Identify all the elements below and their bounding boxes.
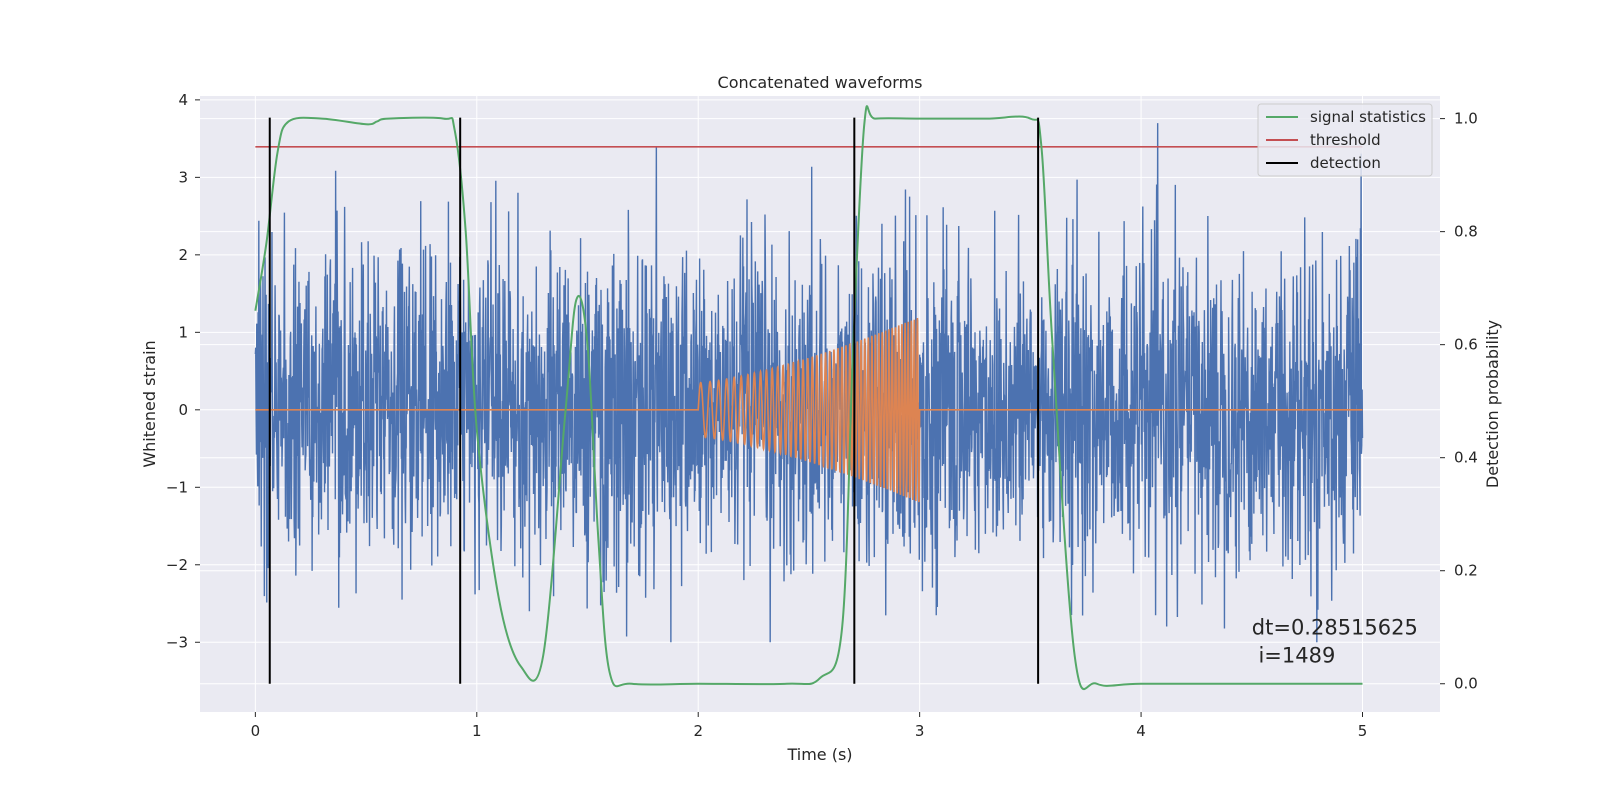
legend-label-signal-statistics: signal statistics (1310, 108, 1426, 126)
x-tick-label: 3 (915, 722, 925, 740)
legend-label-detection: detection (1310, 154, 1381, 172)
y-tick-label-right: 1.0 (1454, 110, 1478, 128)
x-tick-label: 0 (251, 722, 261, 740)
chart-title: Concatenated waveforms (718, 73, 923, 92)
legend: signal statistics threshold detection (1257, 103, 1433, 177)
y-axis-label-left: Whitened strain (140, 340, 159, 467)
x-tick-label: 1 (472, 722, 482, 740)
x-tick-label: 4 (1136, 722, 1146, 740)
y-tick-label-right: 0.8 (1454, 223, 1478, 241)
series-injected-waveform (255, 317, 1363, 503)
y-axis-label-right: Detection probability (1483, 320, 1502, 488)
y-tick-label-right: 0.2 (1454, 562, 1478, 580)
y-tick-label: 4 (178, 91, 188, 109)
annotation-line-2: i=1489 (1252, 643, 1336, 667)
y-tick-label-right: 0.4 (1454, 449, 1478, 467)
series-signal-statistics (254, 105, 1363, 691)
x-tick-label: 2 (693, 722, 703, 740)
y-tick-label: 3 (178, 168, 188, 186)
annotation: dt=0.28515625 i=1489 (1252, 615, 1418, 667)
y-tick-label: 2 (178, 246, 188, 264)
y-tick-label-right: 0.0 (1454, 675, 1478, 693)
y-ticks-right: 0.0 0.2 0.4 0.6 0.8 1.0 (1440, 110, 1478, 693)
y-ticks-left: −3 −2 −1 0 1 2 3 4 (166, 91, 200, 651)
y-tick-label-right: 0.6 (1454, 336, 1478, 354)
series-whitened-strain (254, 123, 1364, 643)
y-tick-label: 0 (178, 401, 188, 419)
y-tick-label: −2 (166, 556, 188, 574)
legend-label-threshold: threshold (1310, 131, 1381, 149)
x-ticks: 0 1 2 3 4 5 (251, 712, 1368, 740)
legend-box (1257, 103, 1433, 177)
x-axis-label: Time (s) (786, 745, 852, 764)
y-tick-label: −1 (166, 478, 188, 496)
annotation-line-1: dt=0.28515625 (1252, 615, 1418, 639)
y-tick-label: 1 (178, 323, 188, 341)
x-tick-label: 5 (1358, 722, 1368, 740)
series-layer (254, 105, 1364, 691)
y-tick-label: −3 (166, 633, 188, 651)
